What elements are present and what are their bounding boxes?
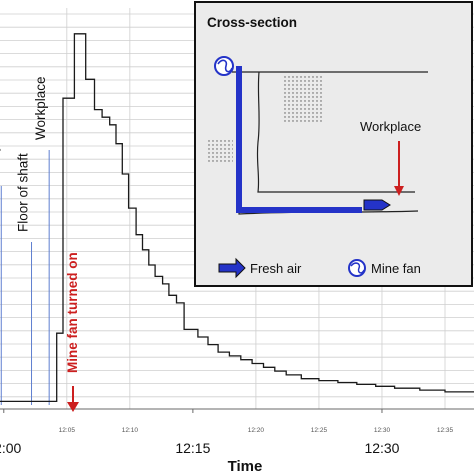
fresh-air-path — [236, 66, 391, 213]
legend-mine-fan-label: Mine fan — [371, 261, 421, 276]
inset-cross-section: Cross-section Workplace Fresh air — [194, 1, 473, 287]
inset-title: Cross-section — [207, 15, 297, 30]
fan-annotation: Mine fan turned on — [65, 252, 80, 412]
major-tick-labels: 12:00 12:15 12:30 — [0, 409, 400, 456]
major-tick-label: 12:00 — [0, 440, 22, 456]
fan-annotation-arrowhead — [67, 402, 79, 412]
marker-label: Floor of shaft — [16, 153, 31, 232]
fan-legend-icon — [348, 259, 366, 277]
fresh-air-arrow-icon — [218, 257, 246, 279]
mine-fan-icon — [214, 56, 234, 76]
marker-label: Workplace — [33, 76, 48, 140]
major-tick-label: 12:30 — [364, 440, 399, 456]
inset-workplace-label: Workplace — [360, 119, 421, 134]
x-axis-label: Time — [228, 458, 263, 474]
minor-tick-label: 12:10 — [122, 427, 139, 434]
marker-lines — [0, 150, 50, 405]
rock-hatch — [207, 76, 323, 164]
minor-tick-label: 12:35 — [437, 427, 454, 434]
fan-annotation-label: Mine fan turned on — [65, 252, 80, 373]
legend-fresh-air-label: Fresh air — [250, 261, 302, 276]
minor-tick-label: 12:05 — [59, 427, 76, 434]
minor-tick-label: 12:30 — [374, 427, 391, 434]
minor-tick-label: 12:25 — [311, 427, 328, 434]
minor-tick-label: 12:20 — [248, 427, 265, 434]
series-line — [0, 33, 474, 403]
inset-legend: Fresh air Mine fan — [218, 257, 421, 279]
major-tick-label: 12:15 — [175, 440, 210, 456]
workplace-arrowhead — [394, 186, 404, 196]
fresh-air-arrow — [363, 199, 391, 211]
minor-tick-labels: 12:05 12:10 12:20 12:25 12:30 12:35 — [59, 427, 454, 434]
